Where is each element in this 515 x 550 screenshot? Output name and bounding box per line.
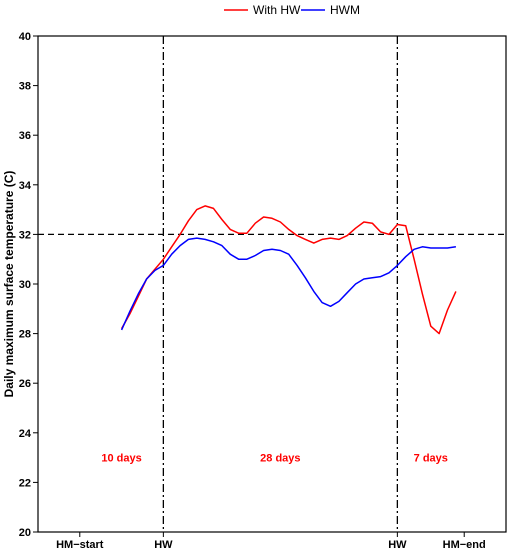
y-tick-label: 30 <box>19 279 31 291</box>
y-tick-label: 28 <box>19 329 31 341</box>
y-tick-label: 40 <box>19 31 31 43</box>
series-line-with-hw <box>120 205 457 335</box>
y-tick-label: 32 <box>19 229 31 241</box>
y-tick-label: 24 <box>19 428 32 440</box>
y-tick-label: 20 <box>19 527 31 539</box>
y-tick-label: 22 <box>19 477 31 489</box>
duration-annotation: 28 days <box>260 453 300 465</box>
y-tick-label: 38 <box>19 81 31 93</box>
axes: 20 22 24 26 28 30 32 34 36 38 40 HM−start HW HW HM−end <box>19 31 507 550</box>
legend-label-with-hw: With HW <box>253 3 301 17</box>
y-tick-label: 36 <box>19 130 31 142</box>
x-tick-label: HW <box>154 539 173 550</box>
x-tick-label: HM−end <box>443 539 486 550</box>
y-axis-label: Daily maximum surface temperature (C) <box>2 171 16 398</box>
y-tick-label: 34 <box>19 180 32 192</box>
legend: With HW HWM <box>224 3 360 17</box>
x-tick-label: HM−start <box>56 539 104 550</box>
x-tick-label: HW <box>388 539 407 550</box>
legend-label-hwm: HWM <box>330 3 360 17</box>
duration-annotation: 7 days <box>414 453 448 465</box>
duration-annotation: 10 days <box>101 453 141 465</box>
series-line-hwm <box>120 237 457 331</box>
y-tick-label: 26 <box>19 378 31 390</box>
